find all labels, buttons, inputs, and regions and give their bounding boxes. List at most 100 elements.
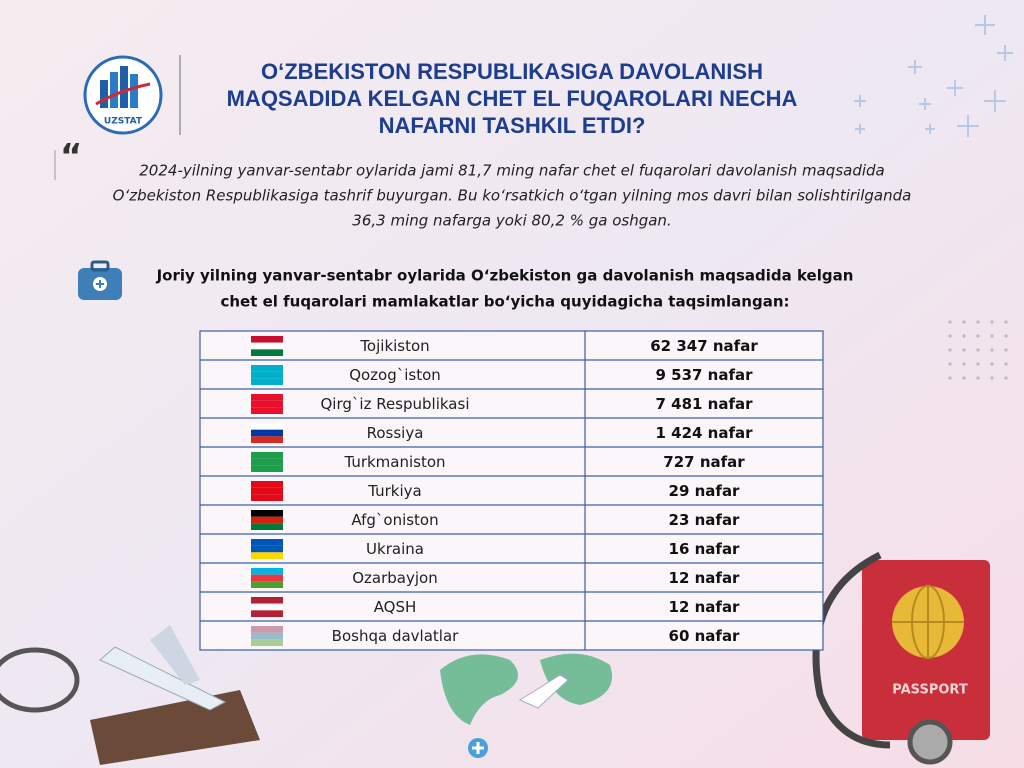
- flag-stripe: [251, 494, 283, 502]
- dot: [948, 362, 952, 366]
- medical-bag: [78, 260, 122, 300]
- flag-stripe: [251, 400, 283, 408]
- country: AQSH: [374, 598, 417, 616]
- flag-stripe: [251, 632, 283, 640]
- dot: [948, 334, 952, 338]
- flag-stripe: [251, 626, 283, 633]
- data-table: Tojikiston 62 347 nafar Qozog`iston 9 537 n…: [199, 330, 824, 651]
- dot: [976, 348, 980, 352]
- dot: [990, 348, 994, 352]
- flag-stripe: [251, 545, 283, 553]
- country: Qozog`iston: [349, 366, 441, 384]
- flag-stripe: [251, 407, 283, 415]
- quote-mark: “: [60, 137, 82, 177]
- world-map: [440, 653, 612, 758]
- flag-stripe: [251, 465, 283, 473]
- dot: [948, 320, 952, 324]
- country: Afg`oniston: [351, 511, 438, 529]
- dot: [1004, 334, 1008, 338]
- flag-stripe: [251, 552, 283, 560]
- dot: [976, 334, 980, 338]
- subtitle-line: chet el fuqarolari mamlakatlar bo‘yicha …: [220, 293, 789, 311]
- country: Turkiya: [367, 482, 421, 500]
- flag-stripe: [251, 371, 283, 379]
- dot: [990, 362, 994, 366]
- dot: [1004, 376, 1008, 380]
- flag-stripe: [251, 510, 283, 517]
- dot: [962, 334, 966, 338]
- flag-stripe: [251, 487, 283, 495]
- dot: [976, 376, 980, 380]
- dot: [976, 320, 980, 324]
- subtitle-line: Joriy yilning yanvar-sentabr oylarida O‘…: [156, 267, 854, 285]
- flag-stripe: [251, 436, 283, 444]
- flag-stripe: [251, 597, 283, 604]
- country: Ozarbayjon: [352, 569, 437, 587]
- flag-stripe: [251, 639, 283, 647]
- dot: [962, 362, 966, 366]
- dot: [990, 334, 994, 338]
- country: Turkmaniston: [343, 453, 445, 471]
- dot: [990, 376, 994, 380]
- flag-stripe: [251, 516, 283, 524]
- dot: [962, 376, 966, 380]
- dot: [976, 362, 980, 366]
- plus-decor: [854, 15, 1013, 137]
- flag-stripe: [251, 423, 283, 430]
- count: 12 nafar: [669, 598, 741, 616]
- count: 23 nafar: [669, 511, 741, 529]
- flag-stripe: [251, 603, 283, 611]
- flag-stripe: [251, 378, 283, 386]
- flag-stripe: [251, 568, 283, 575]
- dot: [948, 376, 952, 380]
- dot: [990, 320, 994, 324]
- passport-text: PASSPORT: [892, 683, 968, 698]
- count: 16 nafar: [669, 540, 741, 558]
- flag-stripe: [251, 452, 283, 459]
- quote-line: O‘zbekiston Respublikasiga tashrif buyur…: [113, 187, 912, 205]
- dot: [962, 320, 966, 324]
- count: 727 nafar: [663, 453, 745, 471]
- count: 62 347 nafar: [650, 337, 758, 355]
- flag-stripe: [251, 523, 283, 531]
- quote-line: 2024-yilning yanvar-sentabr oylarida jam…: [139, 162, 884, 180]
- flag-stripe: [251, 394, 283, 401]
- dot: [1004, 320, 1008, 324]
- flag-stripe: [251, 539, 283, 546]
- dot: [1004, 362, 1008, 366]
- country: Ukraina: [366, 540, 424, 558]
- flag-stripe: [251, 336, 283, 343]
- country: Boshqa davlatlar: [332, 627, 459, 645]
- logo-text: UZSTAT: [104, 117, 143, 127]
- flag-stripe: [251, 429, 283, 437]
- count: 7 481 nafar: [655, 395, 753, 413]
- country: Tojikiston: [359, 337, 429, 355]
- count: 60 nafar: [669, 627, 741, 645]
- title-line: MAQSADIDA KELGAN CHET EL FUQAROLARI NECH…: [227, 86, 798, 111]
- flag-stripe: [251, 365, 283, 372]
- country: Rossiya: [367, 424, 424, 442]
- flag-stripe: [251, 349, 283, 357]
- flag-stripe: [251, 458, 283, 466]
- quote-line: 36,3 ming nafarga yoki 80,2 % ga oshgan.: [352, 212, 671, 230]
- flag-stripe: [251, 610, 283, 618]
- flag-stripe: [251, 481, 283, 488]
- count: 12 nafar: [669, 569, 741, 587]
- airplane-decor: [0, 625, 260, 765]
- dot-grid: [948, 320, 1008, 380]
- flag-stripe: [251, 581, 283, 589]
- logo: UZSTAT: [83, 55, 163, 135]
- dot: [1004, 348, 1008, 352]
- passport-decor: PASSPORT: [812, 551, 990, 765]
- country: Qirg`iz Respublikasi: [321, 395, 470, 413]
- dot: [962, 348, 966, 352]
- flag-stripe: [251, 342, 283, 350]
- count: 29 nafar: [669, 482, 741, 500]
- count: 1 424 nafar: [655, 424, 753, 442]
- title-line: NAFARNI TASHKIL ETDI?: [379, 113, 646, 138]
- table-frame: [199, 330, 824, 651]
- dot: [948, 348, 952, 352]
- count: 9 537 nafar: [655, 366, 753, 384]
- flag-stripe: [251, 574, 283, 582]
